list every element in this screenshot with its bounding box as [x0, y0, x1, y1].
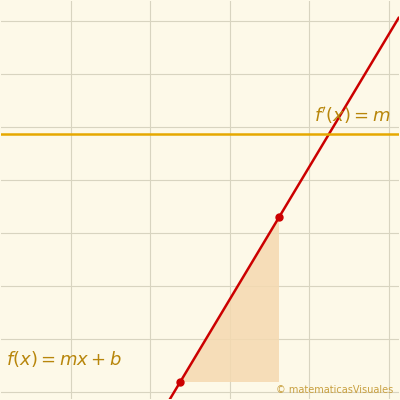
Text: $f'(x) = m$: $f'(x) = m$ [314, 105, 391, 126]
Polygon shape [180, 216, 280, 382]
Text: $f(x) = mx + b$: $f(x) = mx + b$ [6, 349, 122, 369]
Text: © matematicasVisuales: © matematicasVisuales [276, 385, 394, 395]
